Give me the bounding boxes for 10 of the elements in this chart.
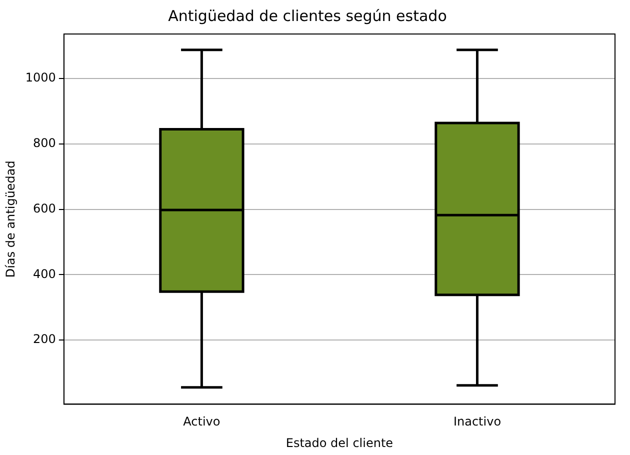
chart-title: Antigüedad de clientes según estado: [168, 6, 447, 25]
y-tick-label: 1000: [25, 70, 56, 85]
x-tick-label: Activo: [183, 414, 220, 429]
y-tick-label: 800: [33, 136, 56, 150]
y-tick-label: 400: [33, 266, 56, 281]
y-axis-title: Días de antigüedad: [3, 160, 18, 278]
y-tick-label: 600: [33, 201, 56, 216]
x-axis-title: Estado del cliente: [286, 436, 394, 450]
x-tick-label: Inactivo: [453, 414, 502, 429]
y-tick-label: 200: [33, 332, 56, 346]
